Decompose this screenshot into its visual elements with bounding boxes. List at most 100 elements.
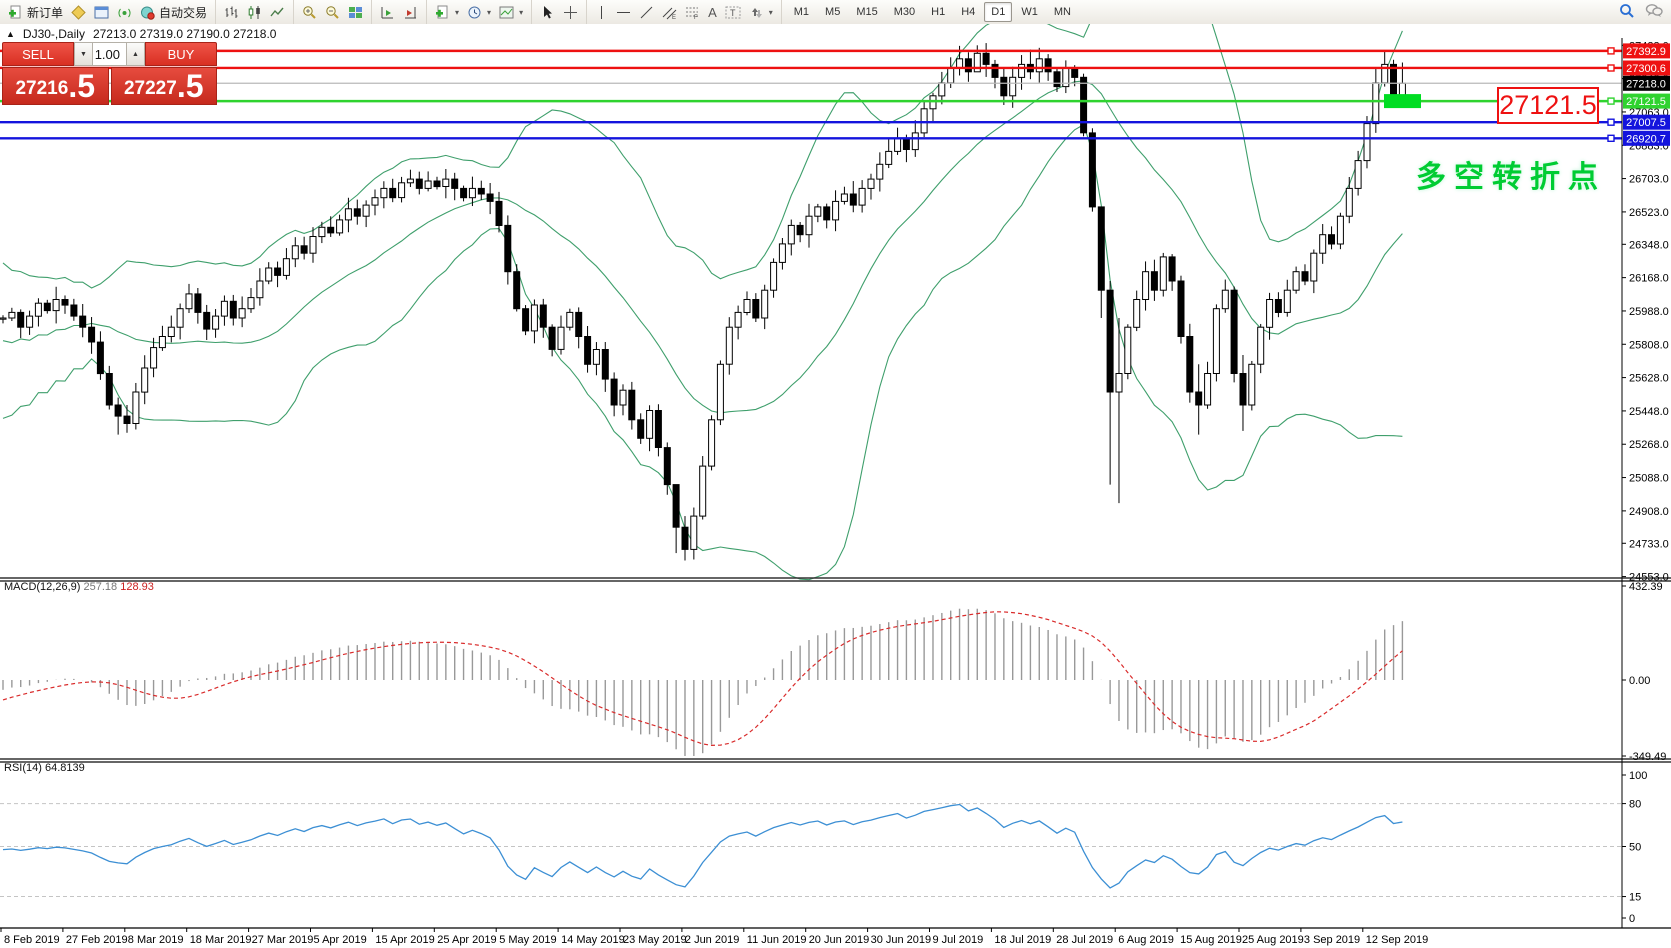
rsi-value: 64.8139 xyxy=(44,762,85,774)
rsi-axis-label: 0 xyxy=(1629,913,1635,925)
timeframe-d1[interactable]: D1 xyxy=(984,2,1013,22)
templates-button[interactable]: ▾ xyxy=(495,3,527,22)
turning-point-annotation: 多空转折点 xyxy=(1416,161,1606,194)
arrows-icon xyxy=(749,5,764,20)
sell-price-main: 27216 xyxy=(15,78,69,99)
sell-button[interactable]: SELL xyxy=(2,42,74,66)
candles-chart-button[interactable] xyxy=(243,3,266,22)
time-axis-label: 27 Feb 2019 xyxy=(66,934,128,946)
toolbar-group-objects: ▾ ▾ ▾ xyxy=(426,0,531,24)
bars-chart-button[interactable] xyxy=(220,3,243,22)
channel-button[interactable]: E xyxy=(658,3,681,22)
zoom-in-button[interactable] xyxy=(298,3,321,22)
timeframe-m1[interactable]: M1 xyxy=(793,6,810,18)
rsi-axis-label: 15 xyxy=(1629,892,1641,904)
chart-shift-icon xyxy=(403,5,418,20)
time-axis-label: 9 Jul 2019 xyxy=(933,934,984,946)
volume-stepper: ▼ 1.00 ▲ xyxy=(74,42,145,66)
fibonacci-button[interactable]: F xyxy=(681,3,704,22)
chart-title-symbol: DJ30-,Daily xyxy=(22,27,85,41)
time-axis-label: 18 Jul 2019 xyxy=(994,934,1051,946)
level-line-anchor[interactable] xyxy=(1607,64,1615,72)
time-axis-label: 3 Sep 2019 xyxy=(1304,934,1360,946)
one-click-trade-panel: SELL ▼ 1.00 ▲ BUY 27216.5 27227.5 xyxy=(2,42,217,105)
buy-price[interactable]: 27227.5 xyxy=(110,67,217,105)
timeframe-h4[interactable]: H4 xyxy=(961,6,976,18)
autotrading-button[interactable]: 自动交易 xyxy=(136,2,211,23)
data-window-button[interactable] xyxy=(90,3,113,22)
price-badge-label: 27392.9 xyxy=(1626,46,1666,58)
line-chart-button[interactable] xyxy=(266,3,289,22)
timeframe-w1[interactable]: W1 xyxy=(1021,6,1038,18)
highlight-marker[interactable] xyxy=(1384,94,1421,109)
sell-price[interactable]: 27216.5 xyxy=(2,67,109,105)
toolbar: 新订单 自动交易 xyxy=(0,0,1671,25)
cursor-button[interactable] xyxy=(536,3,559,22)
price-axis-label: 26168.0 xyxy=(1629,273,1669,285)
svg-text:T: T xyxy=(730,8,736,18)
timeframe-m15[interactable]: M15 xyxy=(856,6,878,18)
crosshair-icon xyxy=(563,5,578,20)
arrows-button[interactable]: ▾ xyxy=(745,3,777,22)
periods-caret-icon: ▾ xyxy=(487,7,492,17)
zoom-out-button[interactable] xyxy=(321,3,344,22)
tile-windows-button[interactable] xyxy=(344,3,367,22)
indicators-button[interactable]: ▾ xyxy=(431,3,463,22)
volume-decrease-button[interactable]: ▼ xyxy=(74,42,93,66)
timeframe-m5[interactable]: M5 xyxy=(825,6,841,18)
indicators-icon xyxy=(435,5,450,20)
volume-input[interactable]: 1.00 xyxy=(93,42,126,66)
toolbar-group-scroll xyxy=(371,0,426,24)
macd-indicator-label: MACD(12,26,9) 257.18 128.93 xyxy=(4,581,154,593)
search-icon[interactable] xyxy=(1619,3,1635,22)
symbol-triangle-icon: ▲ xyxy=(6,29,15,39)
trendline-button[interactable] xyxy=(635,3,658,22)
chart-title: ▲ DJ30-,Daily 27213.0 27319.0 27190.0 27… xyxy=(6,27,276,41)
chart-shift-button[interactable] xyxy=(399,3,422,22)
text-label-button[interactable]: T xyxy=(721,3,745,22)
macd-axis-label: 0.00 xyxy=(1629,675,1650,687)
time-axis-label: 25 Aug 2019 xyxy=(1242,934,1304,946)
price-axis-label: 24908.0 xyxy=(1629,506,1669,518)
chat-icon[interactable] xyxy=(1645,3,1663,22)
price-badge-label: 27007.5 xyxy=(1626,117,1666,129)
signals-button[interactable] xyxy=(113,3,136,22)
quotes-button[interactable] xyxy=(67,3,90,22)
rsi-indicator-label: RSI(14) 64.8139 xyxy=(4,762,85,774)
volume-increase-button[interactable]: ▲ xyxy=(126,42,145,66)
quotes-icon xyxy=(71,4,86,20)
toolbar-group-standard: 新订单 自动交易 xyxy=(0,0,215,24)
crosshair-button[interactable] xyxy=(559,3,582,22)
text-label-icon: T xyxy=(725,5,741,20)
level-line-anchor[interactable] xyxy=(1607,97,1615,105)
zoom-in-icon xyxy=(302,5,317,20)
timeframe-h1[interactable]: H1 xyxy=(931,6,946,18)
price-axis-label: 25268.0 xyxy=(1629,439,1669,451)
vertical-line-icon xyxy=(595,5,608,20)
toolbar-group-chart-type xyxy=(215,0,293,24)
vertical-line-button[interactable] xyxy=(591,3,612,22)
level-line-anchor[interactable] xyxy=(1607,134,1615,143)
price-badge xyxy=(1623,60,1670,76)
timeframe-mn[interactable]: MN xyxy=(1053,6,1071,18)
horizontal-line-button[interactable] xyxy=(612,4,635,21)
auto-scroll-button[interactable] xyxy=(376,3,399,22)
price-badge xyxy=(1623,130,1670,146)
level-line-anchor[interactable] xyxy=(1607,47,1615,55)
level-line-anchor[interactable] xyxy=(1607,118,1615,126)
buy-button[interactable]: BUY xyxy=(145,42,217,66)
time-axis-label: 28 Jul 2019 xyxy=(1056,934,1113,946)
price-axis-label: 25808.0 xyxy=(1629,339,1669,351)
line-chart-icon xyxy=(270,5,285,20)
price-badge xyxy=(1623,114,1670,130)
text-button[interactable]: A xyxy=(704,3,721,22)
toolbar-group-cursor xyxy=(531,0,586,24)
price-axis-label: 26348.0 xyxy=(1629,239,1669,251)
candles-chart-icon xyxy=(247,5,262,20)
toolbar-right xyxy=(1619,3,1671,22)
time-axis-label: 6 Aug 2019 xyxy=(1118,934,1174,946)
timeframe-m30[interactable]: M30 xyxy=(893,6,916,18)
new-order-button[interactable]: 新订单 xyxy=(4,2,67,23)
periods-button[interactable]: ▾ xyxy=(463,3,495,22)
